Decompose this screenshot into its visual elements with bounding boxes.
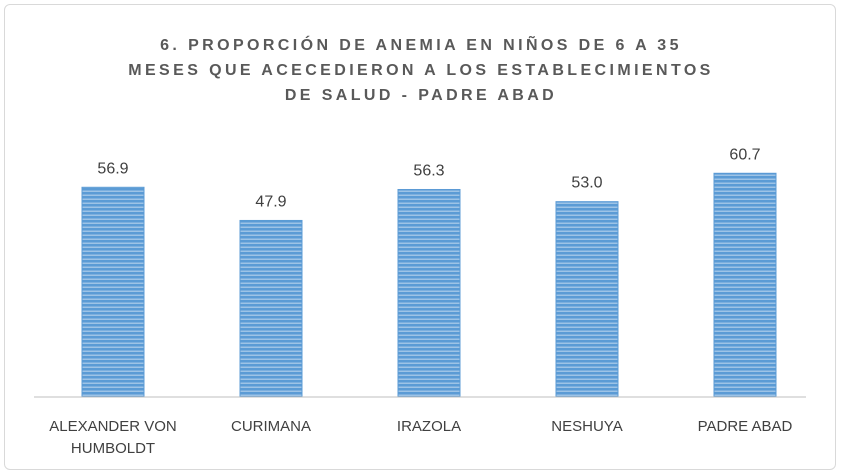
chart-title: DE SALUD - PADRE ABAD xyxy=(285,87,557,104)
bar xyxy=(555,201,619,398)
bar xyxy=(713,172,777,398)
value-label: 56.3 xyxy=(413,162,444,179)
bar xyxy=(81,186,145,398)
chart-title: 6. PROPORCIÓN DE ANEMIA EN NIÑOS DE 6 A … xyxy=(160,34,682,54)
x-tick-label: PADRE ABAD xyxy=(697,418,793,435)
x-tick-label: NESHUYA xyxy=(551,418,623,435)
bar xyxy=(239,219,303,398)
x-tick-label: IRAZOLA xyxy=(396,418,462,435)
value-label: 47.9 xyxy=(255,193,286,210)
bar xyxy=(397,188,461,398)
chart-frame xyxy=(4,4,836,470)
x-tick-label: ALEXANDER VON HUMBOLDT xyxy=(49,418,177,457)
value-label: 53.0 xyxy=(571,175,602,192)
chart-title: MESES QUE ACECEDIERON A LOS ESTABLECIMIE… xyxy=(128,62,714,79)
x-tick-label: CURIMANA xyxy=(230,418,311,435)
value-label: 60.7 xyxy=(729,146,760,163)
value-label: 56.9 xyxy=(97,160,128,177)
